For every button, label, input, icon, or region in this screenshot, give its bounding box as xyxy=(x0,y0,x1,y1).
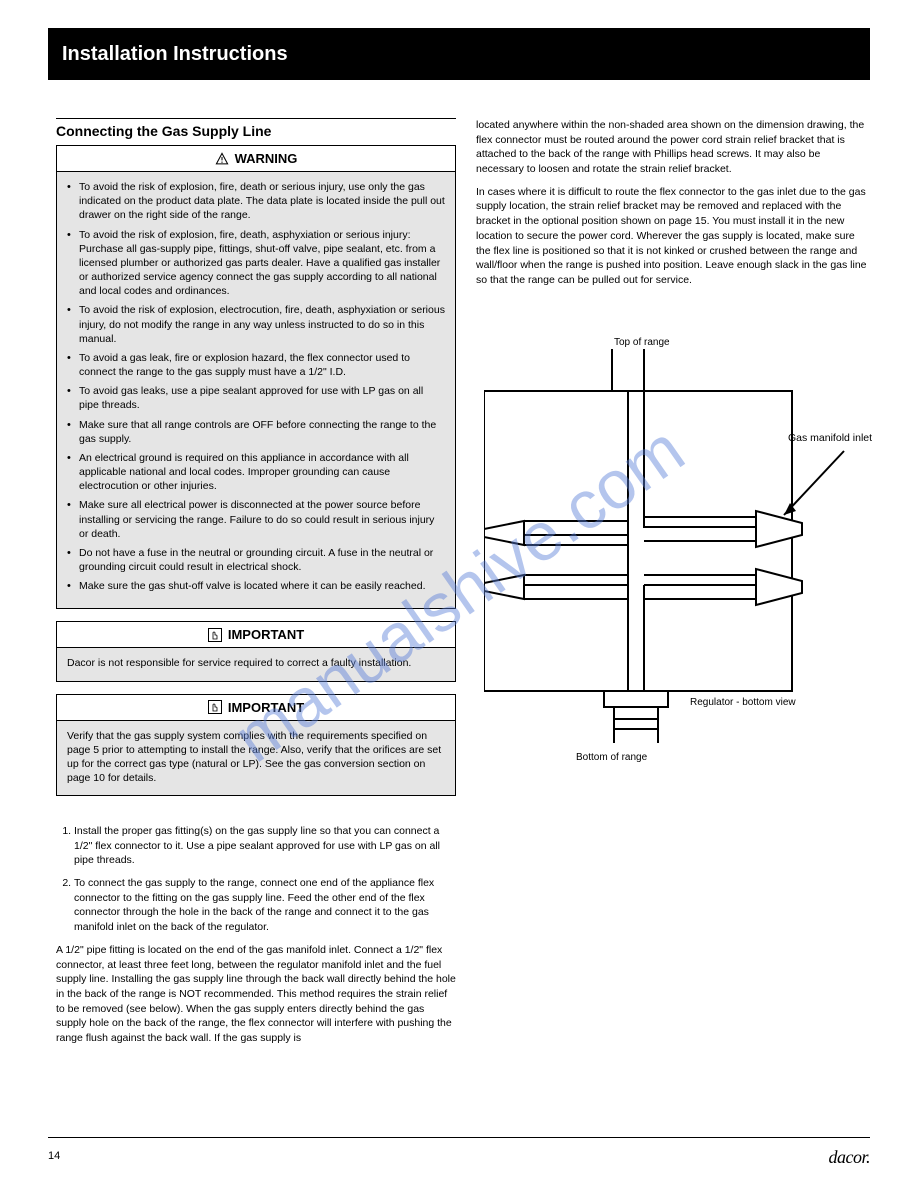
right-column: located anywhere within the non-shaded a… xyxy=(476,118,870,296)
pipe-info: A 1/2" pipe fitting is located on the en… xyxy=(56,943,456,1046)
warning-card: WARNING To avoid the risk of explosion, … xyxy=(56,145,456,609)
right-paragraph-1: located anywhere within the non-shaded a… xyxy=(476,118,870,177)
important-label-1: IMPORTANT xyxy=(228,627,304,642)
warning-item: To avoid a gas leak, fire or explosion h… xyxy=(67,351,445,379)
step-item: To connect the gas supply to the range, … xyxy=(74,876,456,935)
left-column: Connecting the Gas Supply Line WARNING T… xyxy=(56,118,456,808)
page-header: Installation Instructions xyxy=(48,28,870,80)
section-title: Connecting the Gas Supply Line xyxy=(56,118,456,145)
warning-item: An electrical ground is required on this… xyxy=(67,451,445,494)
warning-item: Make sure the gas shut-off valve is loca… xyxy=(67,579,445,593)
important-label-2: IMPORTANT xyxy=(228,700,304,715)
warning-item: To avoid the risk of explosion, fire, de… xyxy=(67,180,445,223)
regulator-diagram: Top of range Bot xyxy=(484,335,864,767)
important-header-2: IMPORTANT xyxy=(57,695,455,721)
gas-inlet-callout: Gas manifold inlet xyxy=(788,432,878,445)
steps-list: Install the proper gas fitting(s) on the… xyxy=(56,824,456,935)
footer-rule xyxy=(48,1137,870,1138)
important-body-1: Dacor is not responsible for service req… xyxy=(57,648,455,680)
warning-item: Make sure all electrical power is discon… xyxy=(67,498,445,541)
warning-body: To avoid the risk of explosion, fire, de… xyxy=(57,172,455,608)
page-header-text: Installation Instructions xyxy=(62,43,288,66)
brand-logo: dacor. xyxy=(829,1147,871,1168)
warning-item: To avoid the risk of explosion, fire, de… xyxy=(67,228,445,299)
hand-icon xyxy=(208,700,222,714)
warning-item: Make sure that all range controls are OF… xyxy=(67,418,445,446)
narrative-block: Install the proper gas fitting(s) on the… xyxy=(56,824,456,1046)
step-item: Install the proper gas fitting(s) on the… xyxy=(74,824,456,868)
important-card-2: IMPORTANT Verify that the gas supply sys… xyxy=(56,694,456,797)
warning-item: Do not have a fuse in the neutral or gro… xyxy=(67,546,445,574)
right-paragraph-2: In cases where it is difficult to route … xyxy=(476,185,870,288)
warning-list: To avoid the risk of explosion, fire, de… xyxy=(67,180,445,593)
warning-icon xyxy=(215,152,229,166)
warning-label: WARNING xyxy=(235,151,298,166)
diag-part-label: Regulator - bottom view xyxy=(690,697,796,708)
warning-item: To avoid the risk of explosion, electroc… xyxy=(67,303,445,346)
important-header-1: IMPORTANT xyxy=(57,622,455,648)
page-number: 14 xyxy=(48,1150,60,1162)
warning-item: To avoid gas leaks, use a pipe sealant a… xyxy=(67,384,445,412)
important-body-2: Verify that the gas supply system compli… xyxy=(57,721,455,796)
important-card-1: IMPORTANT Dacor is not responsible for s… xyxy=(56,621,456,681)
diag-bottom-label: Bottom of range xyxy=(576,752,648,763)
hand-icon xyxy=(208,628,222,642)
diag-top-label: Top of range xyxy=(614,337,670,348)
warning-header: WARNING xyxy=(57,146,455,172)
